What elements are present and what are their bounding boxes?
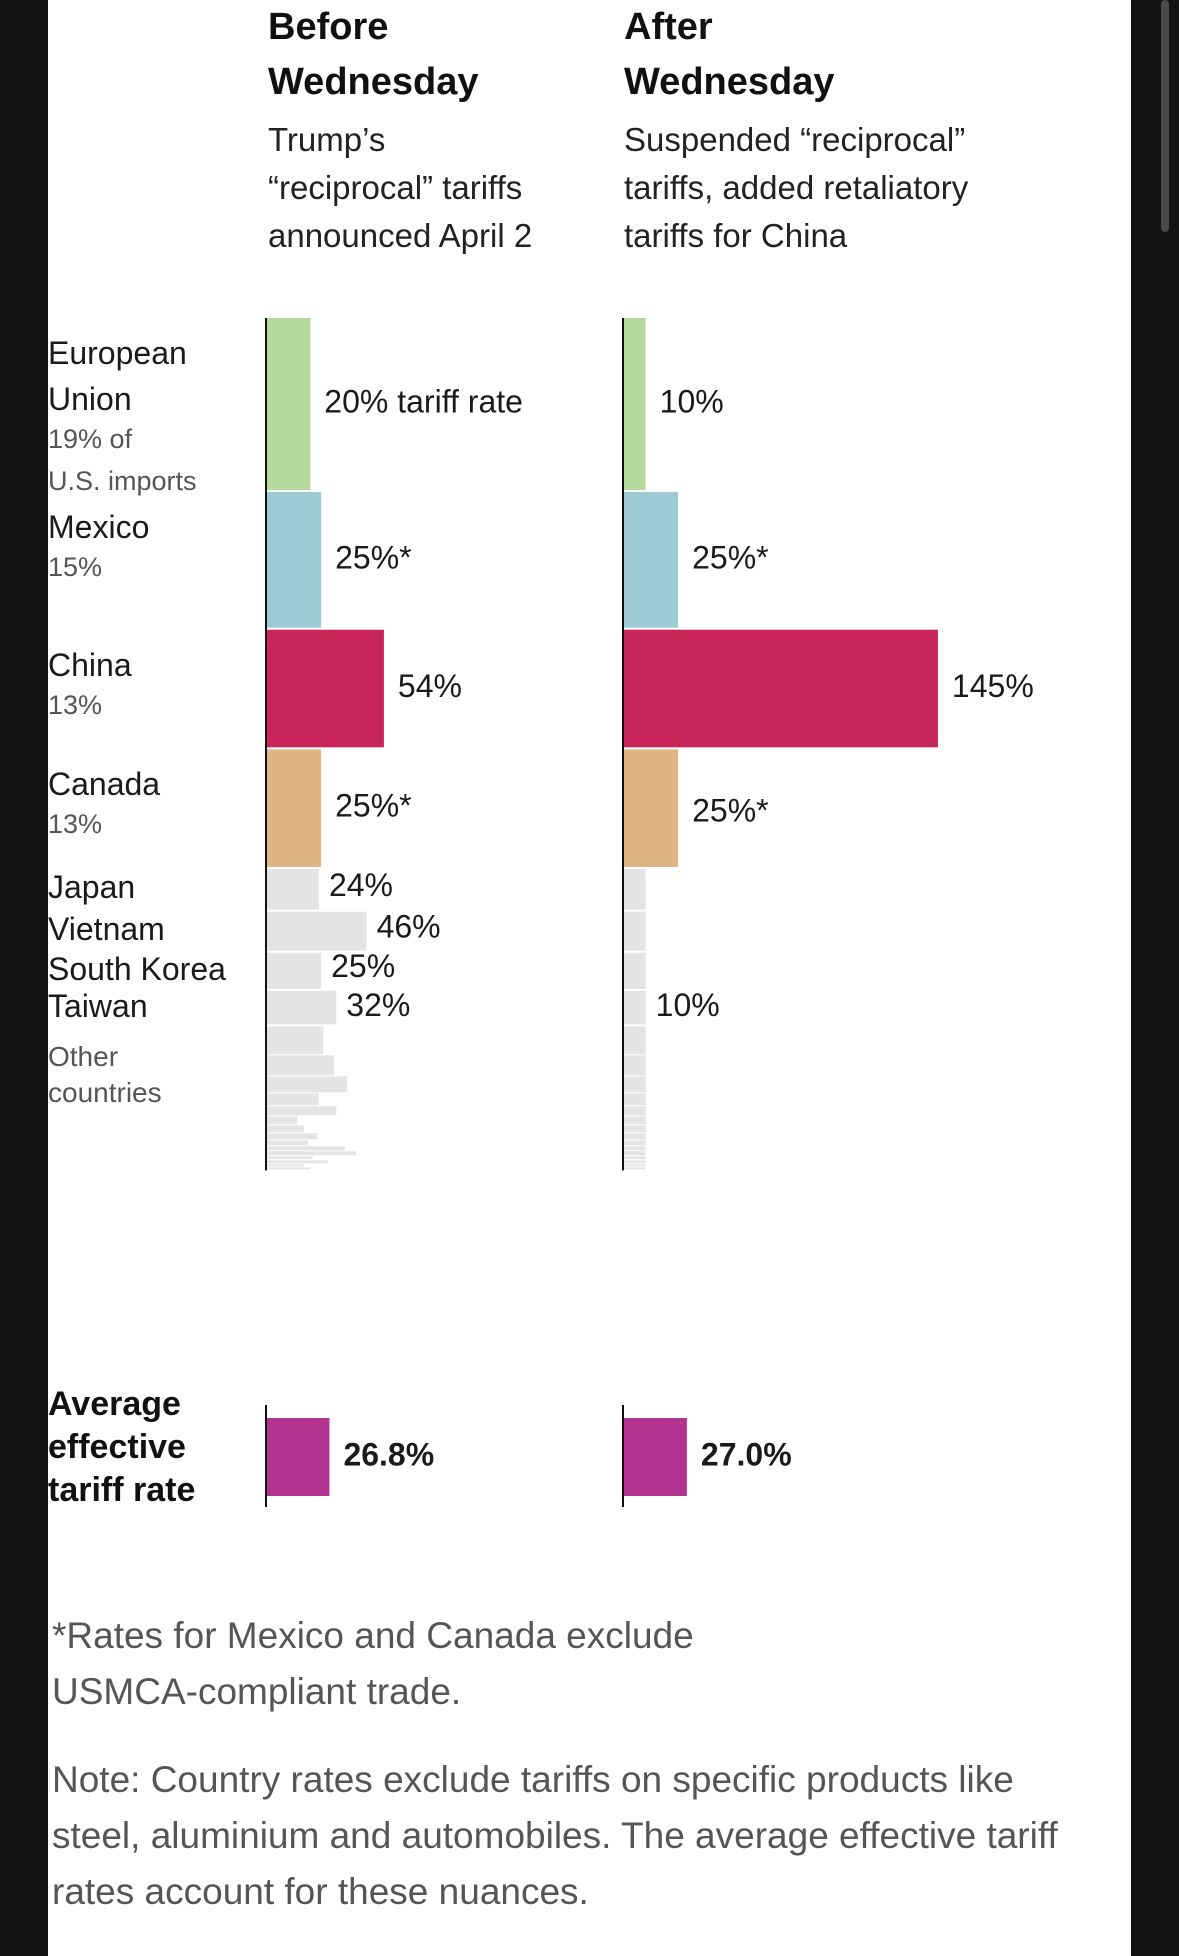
bar-before-other-8 <box>267 1133 317 1140</box>
bar-after-other-8 <box>624 1133 646 1140</box>
average-label: Average effective tariff rate <box>48 1385 196 1509</box>
label-after-european-union: 10% <box>660 383 724 419</box>
after-title: After Wednesday <box>624 6 835 103</box>
bar-before-other-13 <box>267 1160 328 1164</box>
label-before-china: 54% <box>398 668 462 704</box>
bar-before-other-9 <box>267 1140 309 1146</box>
bar-after-japan <box>624 869 646 910</box>
bar-before-other-1 <box>267 1026 324 1055</box>
bar-after-other-12 <box>624 1156 646 1160</box>
bar-before-china <box>267 629 384 748</box>
label-after-average: 27.0% <box>701 1436 792 1472</box>
bar-before-other-15 <box>267 1167 311 1170</box>
label-before-average: 26.8% <box>343 1436 434 1472</box>
bar-before-other-12 <box>267 1156 313 1160</box>
scrollbar[interactable] <box>1161 0 1169 232</box>
bar-before-vietnam <box>267 911 367 951</box>
after-subtitle: Suspended “reciprocal” tariffs, added re… <box>624 121 969 254</box>
bar-after-other-9 <box>624 1140 646 1146</box>
bar-after-european-union <box>624 318 646 490</box>
country-taiwan: Taiwan <box>48 987 148 1024</box>
label-after-taiwan: 10% <box>656 987 720 1023</box>
bar-before-other-14 <box>267 1164 304 1167</box>
label-after-canada: 25%* <box>692 793 769 829</box>
bar-after-other-15 <box>624 1167 646 1170</box>
label-after-mexico: 25%* <box>692 539 769 575</box>
country-china: China <box>48 646 132 683</box>
bar-before-other-10 <box>267 1146 345 1151</box>
bar-before-other-11 <box>267 1151 356 1156</box>
bar-before-canada <box>267 749 322 867</box>
label-before-mexico: 25%* <box>335 539 412 575</box>
bar-after-average <box>624 1418 687 1496</box>
bar-after-canada <box>624 749 679 867</box>
bar-before-average <box>267 1418 330 1496</box>
bar-before-other-5 <box>267 1106 337 1116</box>
label-before-japan: 24% <box>329 867 393 903</box>
country-japan: Japan <box>48 869 136 906</box>
bar-before-european-union <box>267 318 311 490</box>
bar-after-other-3 <box>624 1076 646 1093</box>
share-mexico: 15% <box>48 551 103 582</box>
bar-after-other-13 <box>624 1160 646 1164</box>
note-footnote: Note: Country rates exclude tariffs on s… <box>52 1759 1058 1912</box>
bar-after-other-1 <box>624 1026 646 1055</box>
label-before-canada: 25%* <box>335 788 412 824</box>
label-after-china: 145% <box>952 668 1034 704</box>
bar-after-other-5 <box>624 1106 646 1116</box>
asterisk-footnote: *Rates for Mexico and Canada exclude USM… <box>52 1615 694 1712</box>
bar-before-taiwan <box>267 990 337 1025</box>
bar-after-south-korea <box>624 952 646 989</box>
bar-after-other-14 <box>624 1164 646 1167</box>
bar-after-vietnam <box>624 911 646 951</box>
bar-before-other-3 <box>267 1076 348 1093</box>
bar-after-other-4 <box>624 1093 646 1106</box>
bar-before-other-2 <box>267 1055 335 1076</box>
bar-after-other-6 <box>624 1116 646 1125</box>
label-before-south-korea: 25% <box>331 948 395 984</box>
bar-before-south-korea <box>267 952 322 989</box>
bar-after-other-7 <box>624 1125 646 1133</box>
bar-after-other-11 <box>624 1151 646 1156</box>
bar-after-mexico <box>624 491 679 628</box>
bar-after-china <box>624 629 938 748</box>
bar-before-other-4 <box>267 1093 319 1106</box>
before-subtitle: Trump’s “reciprocal” tariffs announced A… <box>268 121 533 254</box>
country-european-union: European Union <box>48 335 187 417</box>
share-european-union: 19% of U.S. imports <box>48 424 197 496</box>
bar-after-other-10 <box>624 1146 646 1151</box>
bar-after-other-2 <box>624 1055 646 1076</box>
country-other-countries: Other countries <box>48 1041 162 1109</box>
label-before-european-union: 20% tariff rate <box>324 383 523 419</box>
before-title: Before Wednesday <box>268 6 479 103</box>
bar-before-other-6 <box>267 1116 298 1125</box>
share-china: 13% <box>48 689 103 720</box>
label-before-taiwan: 32% <box>346 987 410 1023</box>
tariff-chart: 20% tariff rate 10% 25%* 25%* 54% 145% 25%* 25%… <box>265 318 1034 1507</box>
country-south-korea: South Korea <box>48 950 226 987</box>
bar-before-japan <box>267 869 319 910</box>
bar-after-taiwan <box>624 990 646 1025</box>
label-before-vietnam: 46% <box>377 909 441 945</box>
country-vietnam: Vietnam <box>48 911 165 948</box>
bar-before-mexico <box>267 491 322 628</box>
chart-panel <box>48 0 1131 1956</box>
share-canada: 13% <box>48 809 103 840</box>
country-mexico: Mexico <box>48 508 150 545</box>
country-canada: Canada <box>48 766 161 803</box>
bar-before-other-7 <box>267 1125 304 1133</box>
